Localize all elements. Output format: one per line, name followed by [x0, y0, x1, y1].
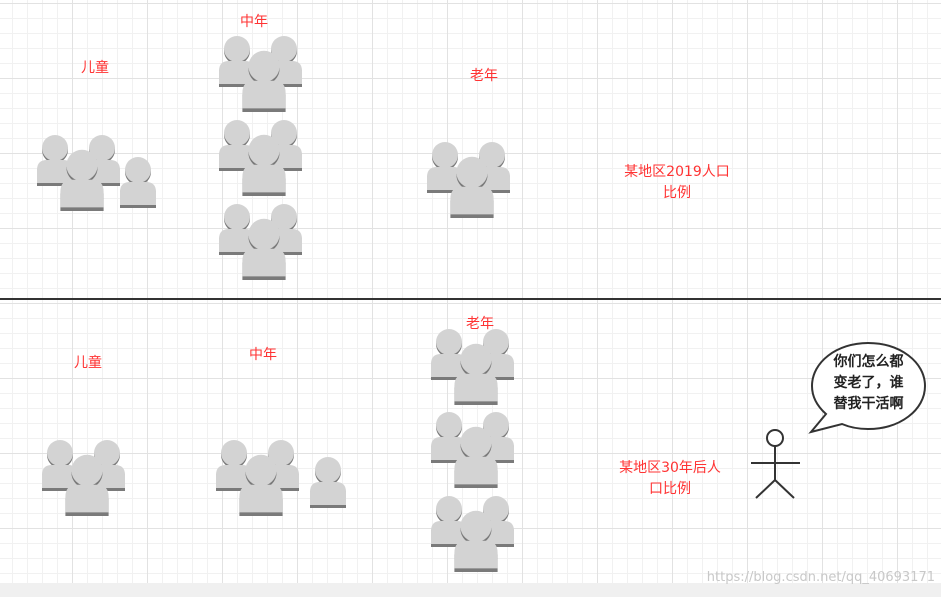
people-group-icon: [429, 497, 524, 589]
top-caption: 某地区2019人口 比例: [624, 164, 730, 201]
people-group-icon: [217, 37, 312, 129]
divider-line: [0, 298, 941, 300]
person-icon: [310, 457, 346, 508]
speech-bubble-text: 你们怎么都 变老了，谁 替我干活啊: [833, 354, 904, 412]
top-old-label: 老年: [470, 68, 498, 84]
people-group-icon: [217, 205, 312, 297]
bottom-middle-label: 中年: [249, 347, 277, 363]
person-icon: [120, 157, 156, 208]
people-group-icon: [429, 330, 524, 422]
bottom-old-label: 老年: [466, 316, 494, 332]
bottom-child-label: 儿童: [74, 355, 102, 371]
people-group-icon: [214, 441, 309, 533]
top-middle-label: 中年: [240, 14, 268, 30]
people-group-icon: [35, 136, 130, 228]
people-group-icon: [40, 441, 135, 533]
bottom-strip: [0, 583, 941, 597]
people-group-icon: [425, 143, 520, 235]
watermark: https://blog.csdn.net/qq_40693171: [706, 570, 935, 585]
speech-bubble-shape: [808, 341, 927, 434]
top-child-label: 儿童: [81, 60, 109, 76]
bottom-caption: 某地区30年后人 口比例: [619, 460, 721, 497]
people-group-icon: [429, 413, 524, 505]
stick-figure-icon: [751, 429, 800, 499]
people-group-icon: [217, 121, 312, 213]
